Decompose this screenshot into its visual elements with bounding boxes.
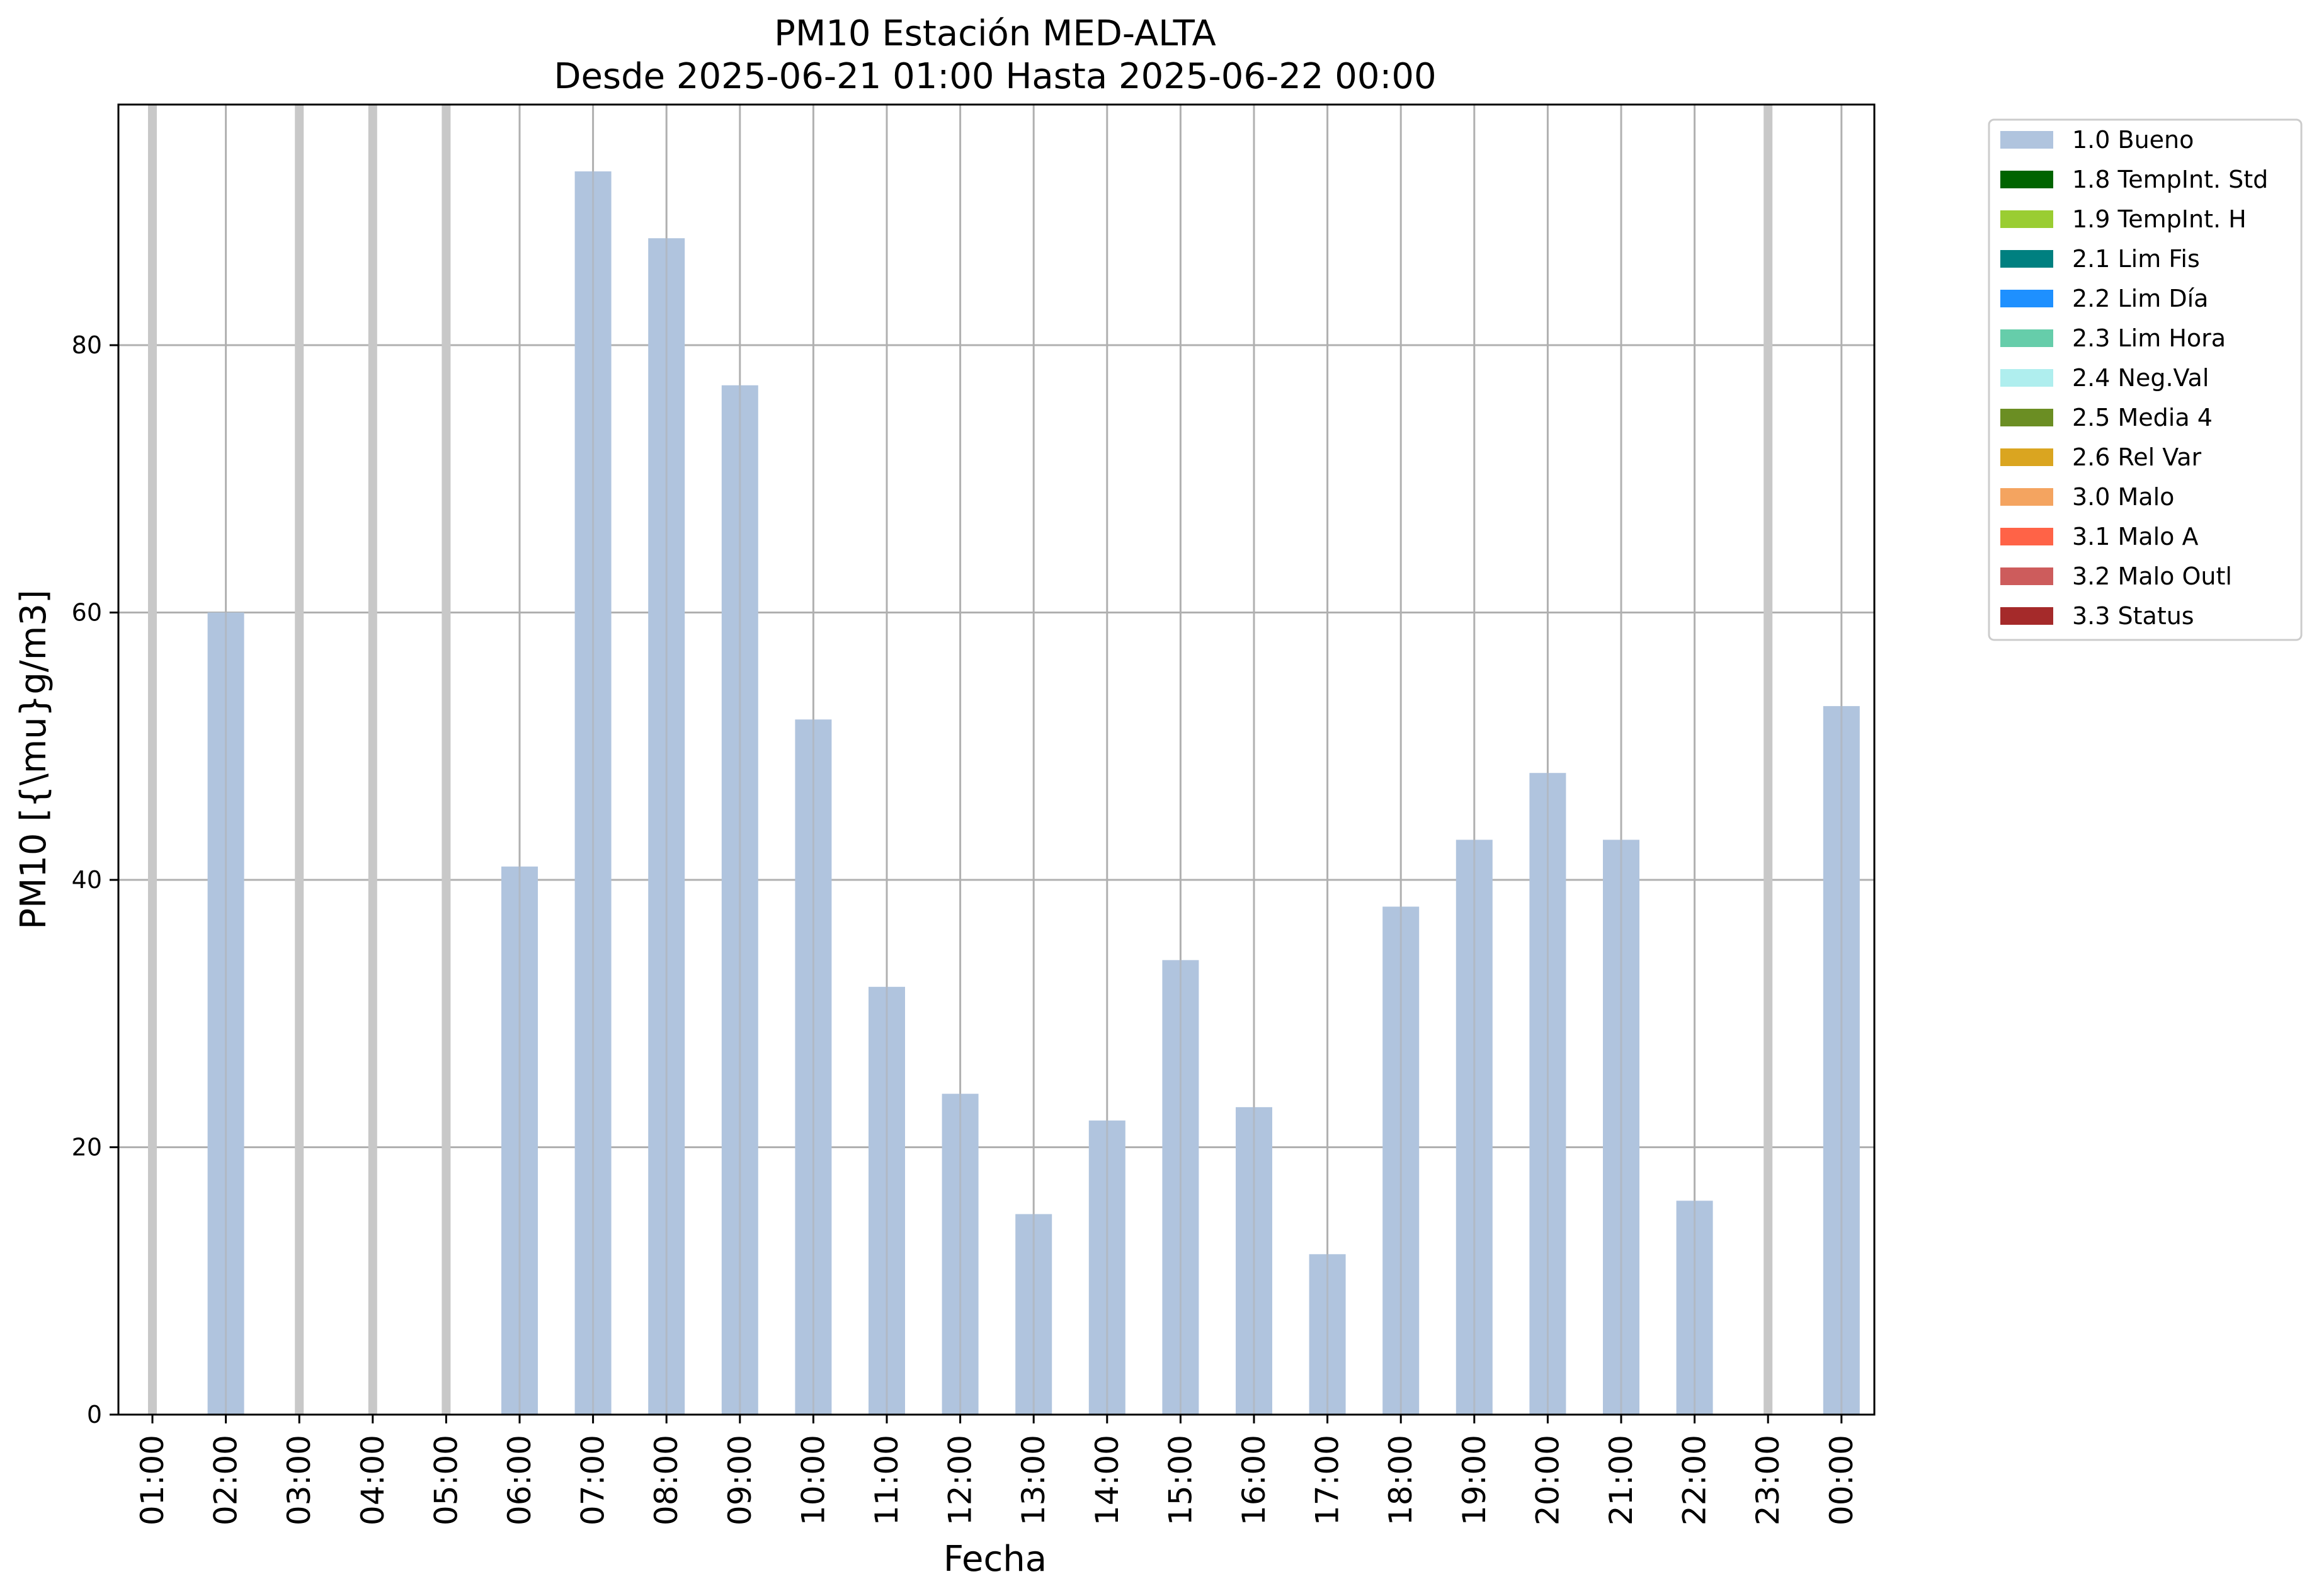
- x-tick-label: 21:00: [1603, 1435, 1639, 1525]
- legend-swatch: [2000, 528, 2053, 545]
- legend-entry-label: 1.8 TempInt. Std: [2072, 166, 2268, 193]
- missing-value-marker: [295, 105, 304, 1415]
- legend-items: 1.0 Bueno 1.8 TempInt. Std 1.9 TempInt. H 2…: [2000, 126, 2268, 630]
- x-tick-label: 17:00: [1309, 1435, 1346, 1525]
- chart-title: PM10 Estación MED-ALTA: [774, 13, 1216, 54]
- x-tick-label: 01:00: [134, 1435, 171, 1525]
- legend-entry-label: 1.0 Bueno: [2072, 126, 2194, 154]
- legend: 1.0 Bueno 1.8 TempInt. Std 1.9 TempInt. H 2…: [1988, 118, 2303, 641]
- x-tick-label: 11:00: [869, 1435, 905, 1525]
- legend-swatch: [2000, 290, 2053, 307]
- y-tick-label: 60: [72, 599, 102, 627]
- x-tick-label: 19:00: [1456, 1435, 1493, 1525]
- missing-value-marker: [148, 105, 157, 1415]
- x-tick-label: 20:00: [1529, 1435, 1566, 1525]
- x-tick-label: 09:00: [722, 1435, 758, 1525]
- legend-entry-label: 2.6 Rel Var: [2072, 443, 2202, 471]
- y-tick-label: 80: [72, 331, 102, 359]
- legend-swatch: [2000, 171, 2053, 188]
- x-tick-label: 16:00: [1236, 1435, 1272, 1525]
- legend-frame: [1988, 118, 2303, 641]
- x-axis-ticks: 01:00 02:00 03:00 04:00 05:00 06:00 07:00 08:00…: [134, 1415, 1860, 1525]
- y-tick-label: 0: [87, 1401, 102, 1428]
- legend-swatch: [2000, 210, 2053, 228]
- legend-entry-label: 3.1 Malo A: [2072, 523, 2198, 550]
- x-tick-label: 02:00: [208, 1435, 244, 1525]
- legend-entry-label: 2.5 Media 4: [2072, 404, 2213, 431]
- legend-entry-label: 3.3 Status: [2072, 602, 2194, 630]
- legend-swatch: [2000, 369, 2053, 387]
- x-tick-label: 03:00: [281, 1435, 317, 1525]
- y-tick-label: 20: [72, 1134, 102, 1161]
- plot-area: [118, 105, 1874, 1415]
- x-tick-label: 07:00: [575, 1435, 612, 1525]
- x-tick-label: 23:00: [1750, 1435, 1786, 1525]
- x-tick-label: 15:00: [1162, 1435, 1199, 1525]
- x-tick-label: 12:00: [942, 1435, 979, 1525]
- y-tick-label: 40: [72, 866, 102, 894]
- legend-swatch: [2000, 131, 2053, 149]
- legend-entry-label: 2.4 Neg.Val: [2072, 364, 2209, 392]
- legend-swatch: [2000, 250, 2053, 268]
- missing-value-marker: [1763, 105, 1773, 1415]
- legend-swatch: [2000, 448, 2053, 466]
- legend-entry-label: 2.3 Lim Hora: [2072, 324, 2226, 352]
- legend-entry-label: 3.2 Malo Outl: [2072, 562, 2232, 590]
- legend-swatch: [2000, 567, 2053, 585]
- legend-entry-label: 1.9 TempInt. H: [2072, 205, 2247, 233]
- x-tick-label: 13:00: [1015, 1435, 1052, 1525]
- legend-entry-label: 2.2 Lim Día: [2072, 285, 2208, 312]
- legend-entry-label: 3.0 Malo: [2072, 483, 2174, 511]
- y-axis-ticks: 0 20 40 60 80: [72, 331, 118, 1428]
- legend-swatch: [2000, 488, 2053, 506]
- x-axis-label: Fecha: [943, 1539, 1047, 1580]
- legend-swatch: [2000, 409, 2053, 426]
- legend-entry-label: 2.1 Lim Fis: [2072, 245, 2200, 273]
- x-tick-label: 04:00: [355, 1435, 391, 1525]
- plot-frame: [117, 103, 1876, 1416]
- x-tick-label: 22:00: [1677, 1435, 1713, 1525]
- y-axis-label: PM10 [{\mu}g/m3]: [13, 590, 54, 930]
- x-tick-label: 06:00: [501, 1435, 538, 1525]
- chart-subtitle: Desde 2025-06-21 01:00 Hasta 2025-06-22 …: [554, 56, 1436, 97]
- missing-value-marker: [368, 105, 377, 1415]
- x-tick-label: 08:00: [648, 1435, 685, 1525]
- legend-swatch: [2000, 607, 2053, 625]
- x-tick-label: 05:00: [428, 1435, 464, 1525]
- missing-value-marker: [442, 105, 451, 1415]
- bars-layer: [148, 105, 1860, 1415]
- x-tick-label: 14:00: [1089, 1435, 1125, 1525]
- legend-swatch: [2000, 329, 2053, 347]
- x-tick-label: 18:00: [1382, 1435, 1419, 1525]
- x-tick-label: 10:00: [795, 1435, 831, 1525]
- x-tick-label: 00:00: [1823, 1435, 1860, 1525]
